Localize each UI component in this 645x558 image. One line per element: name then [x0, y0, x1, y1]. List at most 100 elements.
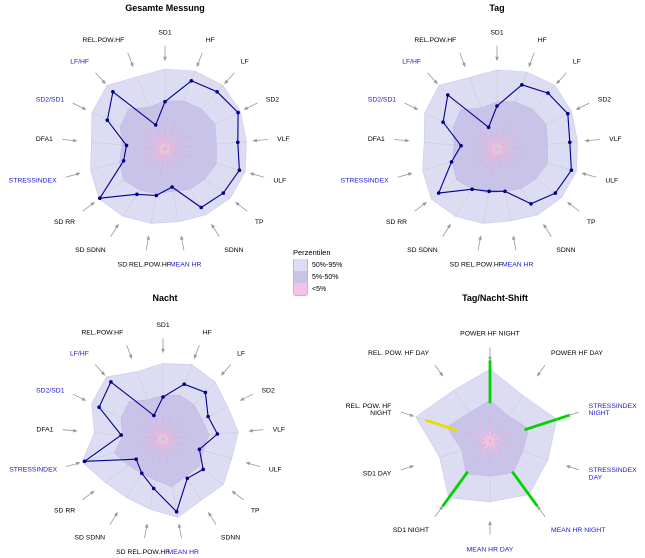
label-arrowhead	[130, 62, 134, 68]
data-point	[446, 93, 450, 97]
label-arrowhead	[90, 201, 95, 206]
label-leader-line	[538, 508, 546, 517]
axis-label: SD REL.POW.HF	[116, 549, 169, 556]
label-leader-line	[65, 173, 77, 178]
axis-label: HF	[203, 329, 212, 336]
label-arrowhead	[409, 465, 415, 469]
label-arrowhead	[488, 356, 492, 362]
label-arrowhead	[536, 371, 541, 377]
label-leader-line	[414, 204, 424, 212]
label-arrowhead	[101, 79, 106, 85]
label-leader-line	[62, 139, 74, 141]
axis-label: DFA1	[36, 426, 53, 433]
label-arrowhead	[252, 138, 257, 143]
label-arrowhead	[405, 138, 410, 143]
data-point	[151, 486, 156, 491]
data-point	[569, 168, 574, 172]
data-point	[201, 467, 205, 472]
label-arrowhead	[75, 172, 81, 176]
axis-label: LF/HF	[402, 59, 421, 66]
series-polygon	[438, 84, 572, 205]
axis-line	[162, 438, 178, 518]
axis-line	[496, 85, 556, 150]
label-arrowhead	[407, 172, 413, 176]
label-arrowhead	[249, 172, 255, 176]
label-leader-line	[179, 527, 182, 539]
data-point	[189, 79, 194, 83]
axis-line	[482, 148, 498, 224]
axis-label: LF/HF	[70, 59, 89, 66]
shift-segment	[425, 419, 458, 432]
label-leader-line	[579, 102, 590, 109]
axis-line	[489, 395, 524, 442]
chart-title: Gesamte Messung	[125, 3, 205, 13]
axis-label: POWER HF DAY	[551, 350, 603, 357]
label-leader-line	[400, 466, 411, 471]
axis-line	[149, 438, 164, 510]
label-arrowhead	[575, 106, 581, 110]
label-leader-line	[569, 411, 580, 416]
axis-label: SD RR	[54, 507, 75, 514]
shift-segment	[524, 414, 570, 431]
data-point	[109, 380, 113, 384]
axis-label: LF/HF	[70, 351, 89, 358]
axis-label: TP	[255, 219, 264, 226]
axis-label: SD SDNN	[407, 247, 438, 254]
axis-line	[136, 76, 166, 150]
label-arrowhead	[81, 397, 87, 401]
axis-label: SD2/SD1	[368, 96, 397, 103]
axis-label: VLF	[273, 426, 285, 433]
label-leader-line	[213, 227, 220, 237]
label-arrowhead	[146, 235, 150, 240]
shift-segment	[511, 471, 539, 507]
label-leader-line	[195, 344, 200, 356]
axis-label: SD2	[262, 387, 275, 394]
axis-label: SD2/SD1	[36, 96, 65, 103]
label-leader-line	[197, 52, 203, 64]
data-point	[119, 433, 123, 437]
axis-label: HF	[206, 37, 215, 44]
legend-entry: <5%	[293, 282, 342, 296]
label-arrowhead	[439, 505, 444, 511]
label-arrowhead	[224, 79, 229, 85]
label-leader-line	[94, 364, 103, 373]
axis-label: ULF	[605, 177, 618, 184]
axis-line	[136, 371, 164, 440]
data-point	[503, 189, 507, 194]
data-point	[487, 189, 491, 194]
data-point	[449, 160, 454, 164]
label-arrowhead	[462, 62, 466, 68]
data-point	[174, 509, 179, 514]
axis-label: STRESSINDEX	[341, 177, 389, 184]
chart-gesamte-messung: Gesamte Messung SD1 HF LF SD2 VLF ULF TP SDNN ME…	[0, 2, 330, 285]
data-point	[140, 471, 144, 476]
label-arrowhead	[193, 354, 198, 360]
label-arrowhead	[584, 138, 589, 143]
label-arrowhead	[75, 461, 81, 466]
axis-line	[126, 438, 164, 498]
axis-line	[82, 438, 164, 463]
axis-label: LF	[237, 351, 245, 358]
legend-label: 50%-95%	[312, 261, 343, 269]
axis-label: ULF	[273, 177, 286, 184]
axis-label: SDNN	[556, 247, 575, 254]
axis-label: SD1	[490, 29, 503, 36]
data-point	[529, 202, 533, 206]
label-leader-line	[238, 204, 248, 212]
label-arrowhead	[161, 348, 165, 354]
axis-line	[164, 141, 247, 150]
legend-label: <5%	[312, 285, 327, 293]
axis-label: VLF	[277, 136, 289, 143]
label-leader-line	[144, 527, 147, 539]
label-leader-line	[427, 72, 436, 82]
label-leader-line	[209, 515, 217, 525]
axis-label: REL.POW.HF	[414, 37, 456, 44]
tag-nacht-shift-plot: POWER HF NIGHT POWER HF DAY STRESSINDEX NIG…	[346, 330, 637, 553]
data-point	[546, 91, 550, 95]
axis-label: SD REL.POW.HF	[118, 262, 171, 269]
axis-line	[164, 111, 241, 150]
axis-label: REL.POW.HF	[81, 329, 123, 336]
label-leader-line	[234, 492, 244, 501]
